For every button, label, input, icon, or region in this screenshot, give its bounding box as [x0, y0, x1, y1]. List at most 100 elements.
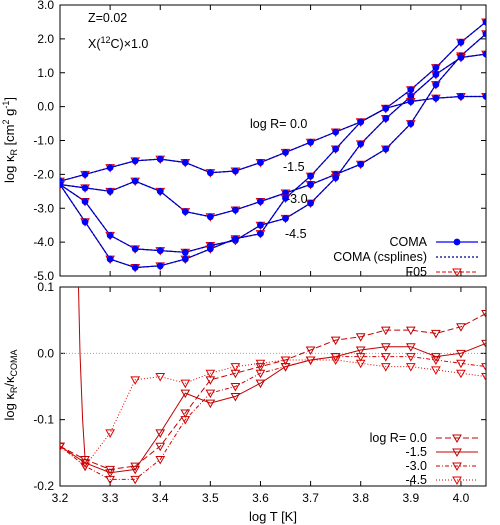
x-tick-label: 3.2 [52, 491, 69, 505]
annotation-logR-3.0: -3.0 [286, 192, 308, 206]
coma-point [81, 218, 89, 226]
coma-point [407, 86, 415, 94]
ratio-point [180, 409, 191, 419]
x-tick-label: 3.7 [302, 491, 319, 505]
ratio-point [405, 363, 416, 372]
coma-point [232, 206, 239, 214]
coma-point [181, 159, 189, 166]
coma-point [131, 264, 139, 271]
ratio-point [355, 346, 366, 356]
ratio-point [105, 475, 115, 485]
coma-point [432, 94, 440, 102]
ratio-spike-line [78, 287, 86, 460]
coma-point [357, 140, 365, 148]
ratio-point [431, 366, 441, 375]
ratio-point [180, 379, 191, 389]
y-tick-label: 0.1 [37, 280, 54, 294]
ratio-point [60, 442, 65, 452]
x-tick-label: 4.0 [453, 491, 470, 505]
coma-point [332, 128, 340, 136]
ratio-point [230, 392, 241, 402]
ratio-line [60, 342, 486, 474]
ratio-point [255, 369, 266, 379]
coma-point [257, 221, 264, 229]
ratio-line [60, 356, 486, 480]
coma-point [257, 198, 264, 205]
coma-point [181, 208, 189, 216]
coma-point [156, 155, 164, 163]
ratio-point [456, 359, 466, 369]
legend-label: F05 [405, 265, 427, 279]
coma-point [282, 194, 289, 202]
legend-ratio-marker [452, 476, 462, 486]
legend-label: -1.5 [405, 445, 427, 459]
top-panel: -5.0 -4.0 -3.0 -2.0 -1.0 0.0 1.0 2.0 3.0 COMACOMA… [33, 0, 487, 283]
top-annotations: Z=0.02 X(12C)×1.0 log R= 0.0 -1.5 -3.0 -… [88, 11, 308, 241]
coma-point [407, 98, 415, 105]
ratio-point [481, 339, 486, 349]
y-tick-label: 1.0 [37, 66, 54, 80]
coma-point [282, 148, 289, 156]
coma-point [156, 187, 164, 195]
legend-label: COMA (csplines) [333, 250, 427, 264]
coma-point [106, 231, 114, 239]
y-tick-label: -2.0 [33, 167, 54, 181]
y-tick-label: -3.0 [33, 201, 54, 215]
ratio-point [330, 356, 341, 365]
legend-label: COMA [390, 235, 428, 249]
ratio-point [355, 333, 366, 342]
coma-point [457, 93, 465, 100]
legend-ratio-marker [452, 448, 462, 458]
coma-point [232, 167, 239, 175]
ratio-point [180, 416, 191, 425]
legend-f05-marker [452, 268, 462, 276]
coma-point [206, 213, 214, 221]
coma-point [106, 187, 114, 195]
coma-point [206, 169, 214, 177]
coma-point [432, 64, 440, 72]
x-tick-label: 3.5 [202, 491, 219, 505]
coma-point [357, 160, 365, 168]
ratio-point [456, 369, 466, 379]
ratio-point [481, 363, 486, 372]
coma-point [206, 245, 214, 253]
ratio-point [280, 356, 291, 365]
y-tick-label: -5.0 [33, 269, 54, 283]
coma-point [81, 198, 89, 205]
ratio-point [305, 346, 316, 356]
coma-point [156, 262, 164, 270]
ratio-point [130, 376, 141, 385]
ratio-point [205, 369, 216, 379]
coma-point [307, 172, 314, 180]
ratio-point [380, 343, 391, 352]
top-y-axis-label: log κR [cm2 g-1] [1, 97, 19, 183]
ratio-point [431, 329, 441, 339]
coma-point [106, 255, 114, 263]
coma-point [181, 248, 189, 256]
coma-point [131, 177, 139, 185]
ratio-point [380, 353, 391, 362]
ratio-point [481, 310, 486, 319]
coma-point [282, 215, 289, 222]
y-tick-label: -1.0 [33, 134, 54, 148]
plot-frame-bottom [59, 286, 487, 487]
legend-ratio-marker [452, 434, 462, 444]
annotation-logR-4.5: -4.5 [285, 227, 307, 241]
x-tick-label: 3.6 [252, 491, 269, 505]
coma-point [332, 145, 340, 153]
ratio-point [205, 399, 216, 409]
ratio-point [130, 465, 141, 475]
legend-label: -3.0 [405, 459, 427, 473]
coma-point [382, 104, 390, 112]
x-tick-label: 3.4 [152, 491, 169, 505]
coma-point [382, 115, 390, 122]
coma-point [307, 138, 314, 146]
ratio-point [255, 359, 266, 369]
annotation-logR-0: log R= 0.0 [250, 117, 307, 131]
ratio-point [155, 455, 166, 465]
ratio-point [230, 383, 241, 392]
ratio-point [105, 429, 115, 438]
ratio-point [255, 379, 266, 389]
coma-point [232, 235, 239, 243]
ratio-point [456, 349, 466, 359]
